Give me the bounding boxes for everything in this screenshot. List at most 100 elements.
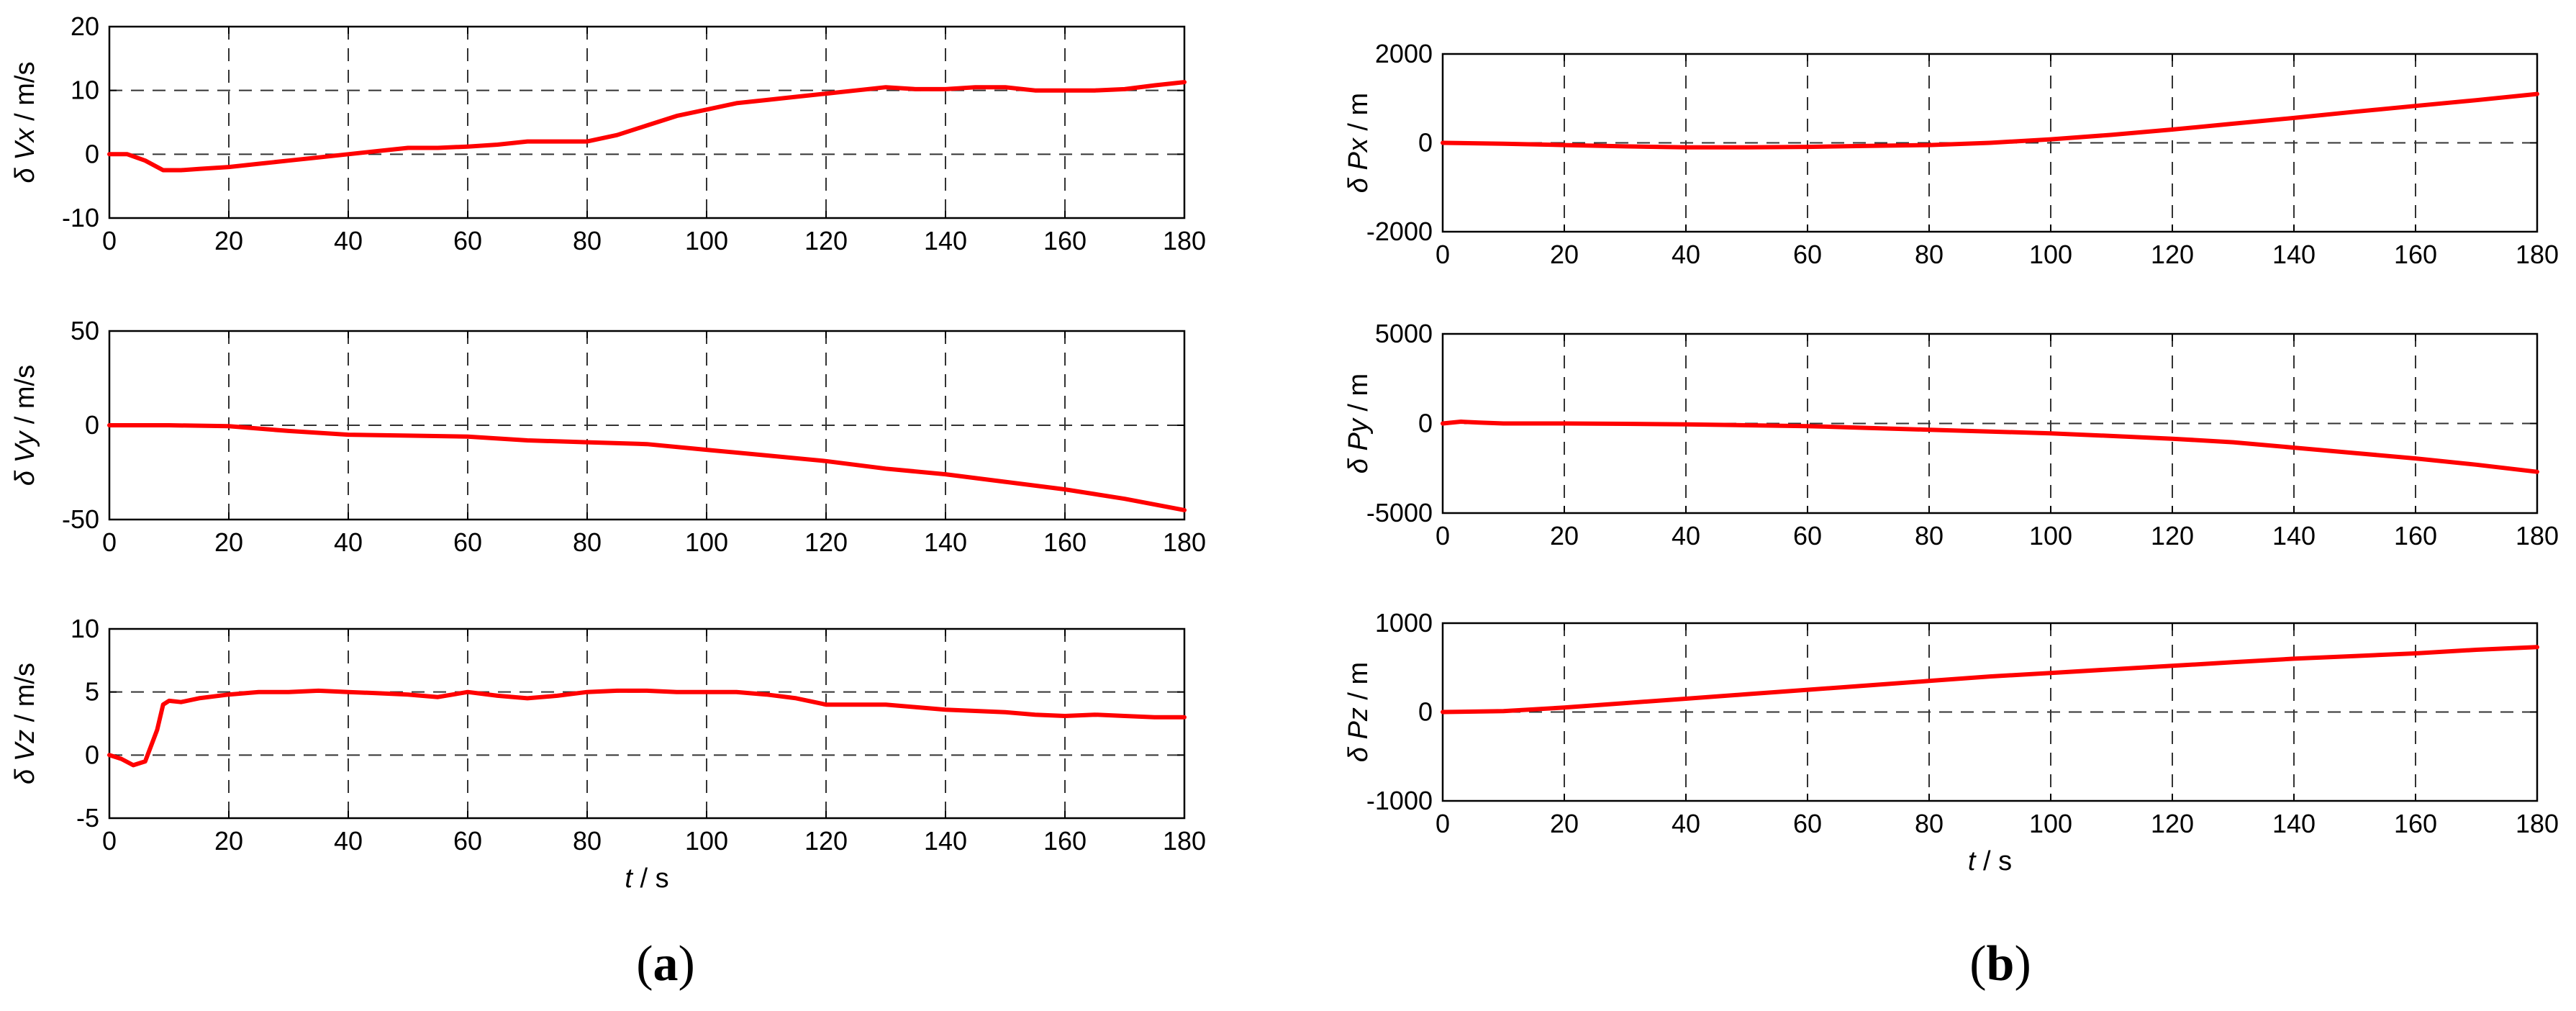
y-tick-label-5: -5 <box>76 803 99 833</box>
x-tick-label-180: 180 <box>1163 226 1206 255</box>
y-tick-label-0: 0 <box>1418 409 1433 438</box>
y-tick-label-50: -50 <box>62 504 99 534</box>
y-axis-label: δ Pz / m <box>1343 662 1374 762</box>
x-tick-label-0: 0 <box>1436 809 1450 838</box>
x-tick-label-180: 180 <box>2516 521 2559 550</box>
x-tick-label-20: 20 <box>214 527 243 557</box>
y-tick-label-50: 50 <box>71 316 99 345</box>
x-tick-label-160: 160 <box>2394 240 2437 269</box>
y-tick-label-5000: 5000 <box>1375 319 1433 348</box>
y-tick-label-1000: -1000 <box>1366 786 1433 815</box>
series-line <box>1441 645 2539 715</box>
series-line <box>107 688 1187 768</box>
y-tick-label-10: -10 <box>62 203 99 232</box>
x-tick-label-140: 140 <box>924 826 967 856</box>
x-tick-label-120: 120 <box>804 527 848 557</box>
x-tick-label-160: 160 <box>2394 521 2437 550</box>
x-tick-label-60: 60 <box>453 826 482 856</box>
x-tick-label-180: 180 <box>2516 809 2559 838</box>
y-tick-label-2000: -2000 <box>1366 217 1433 246</box>
x-tick-label-80: 80 <box>1915 240 1944 269</box>
x-tick-label-60: 60 <box>1793 521 1822 550</box>
y-axis-label: δ Py / m <box>1343 373 1374 473</box>
y-tick-label-0: 0 <box>85 410 99 440</box>
x-tick-label-40: 40 <box>1672 521 1700 550</box>
y-tick-label-10: 10 <box>71 76 99 105</box>
y-axis-label: δ Px / m <box>1343 93 1374 193</box>
x-axis-label: t / s <box>625 863 668 894</box>
x-tick-label-100: 100 <box>2029 240 2072 269</box>
y-tick-label-0: 0 <box>1418 697 1433 727</box>
x-tick-label-120: 120 <box>2151 809 2194 838</box>
x-tick-label-0: 0 <box>102 527 117 557</box>
x-tick-label-140: 140 <box>2272 809 2316 838</box>
y-tick-label-5000: -5000 <box>1366 498 1433 527</box>
y-tick-label-20: 20 <box>71 12 99 41</box>
x-tick-label-0: 0 <box>102 226 117 255</box>
y-axis-label: δ Vy / m/s <box>10 365 40 486</box>
x-tick-label-140: 140 <box>924 226 967 255</box>
y-tick-label-10: 10 <box>71 614 99 643</box>
panel-caption-b: (b) <box>1969 936 2031 992</box>
x-tick-label-0: 0 <box>102 826 117 856</box>
x-tick-label-40: 40 <box>1672 240 1700 269</box>
x-tick-label-100: 100 <box>2029 521 2072 550</box>
x-tick-label-100: 100 <box>2029 809 2072 838</box>
x-tick-label-0: 0 <box>1436 521 1450 550</box>
panel-caption-a: (a) <box>636 936 695 992</box>
series-line <box>107 80 1187 173</box>
series-line <box>1441 91 2539 150</box>
x-tick-label-100: 100 <box>685 527 728 557</box>
x-tick-label-60: 60 <box>1793 809 1822 838</box>
x-tick-label-120: 120 <box>804 826 848 856</box>
x-tick-label-20: 20 <box>214 226 243 255</box>
x-tick-label-140: 140 <box>2272 240 2316 269</box>
x-tick-label-100: 100 <box>685 826 728 856</box>
x-tick-label-20: 20 <box>214 826 243 856</box>
x-axis-label: t / s <box>1968 846 2012 876</box>
x-tick-label-40: 40 <box>334 826 363 856</box>
y-axis-label: δ Vz / m/s <box>10 663 40 784</box>
y-tick-label-5: 5 <box>85 677 99 707</box>
x-tick-label-80: 80 <box>1915 809 1944 838</box>
x-tick-label-80: 80 <box>573 226 602 255</box>
x-tick-label-80: 80 <box>573 527 602 557</box>
x-tick-label-40: 40 <box>1672 809 1700 838</box>
x-tick-label-160: 160 <box>2394 809 2437 838</box>
x-tick-label-0: 0 <box>1436 240 1450 269</box>
x-tick-label-20: 20 <box>1550 521 1579 550</box>
x-tick-label-180: 180 <box>1163 527 1206 557</box>
x-tick-label-140: 140 <box>2272 521 2316 550</box>
y-tick-label-0: 0 <box>1418 128 1433 158</box>
series-line <box>107 423 1187 512</box>
y-tick-label-0: 0 <box>85 139 99 168</box>
y-axis-label: δ Vx / m/s <box>10 62 40 183</box>
x-tick-label-60: 60 <box>1793 240 1822 269</box>
x-tick-label-40: 40 <box>334 226 363 255</box>
x-tick-label-160: 160 <box>1043 826 1087 856</box>
series-line <box>1441 420 2539 474</box>
x-tick-label-180: 180 <box>2516 240 2559 269</box>
x-tick-label-20: 20 <box>1550 809 1579 838</box>
x-tick-label-160: 160 <box>1043 226 1087 255</box>
x-tick-label-120: 120 <box>2151 240 2194 269</box>
x-tick-label-40: 40 <box>334 527 363 557</box>
y-tick-label-2000: 2000 <box>1375 39 1433 68</box>
x-tick-label-60: 60 <box>453 527 482 557</box>
x-tick-label-80: 80 <box>573 826 602 856</box>
x-tick-label-80: 80 <box>1915 521 1944 550</box>
plot-frame <box>108 627 1186 820</box>
x-tick-label-160: 160 <box>1043 527 1087 557</box>
x-tick-label-120: 120 <box>804 226 848 255</box>
x-tick-label-180: 180 <box>1163 826 1206 856</box>
y-tick-label-1000: 1000 <box>1375 608 1433 638</box>
x-tick-label-20: 20 <box>1550 240 1579 269</box>
plot-frame <box>108 25 1186 219</box>
